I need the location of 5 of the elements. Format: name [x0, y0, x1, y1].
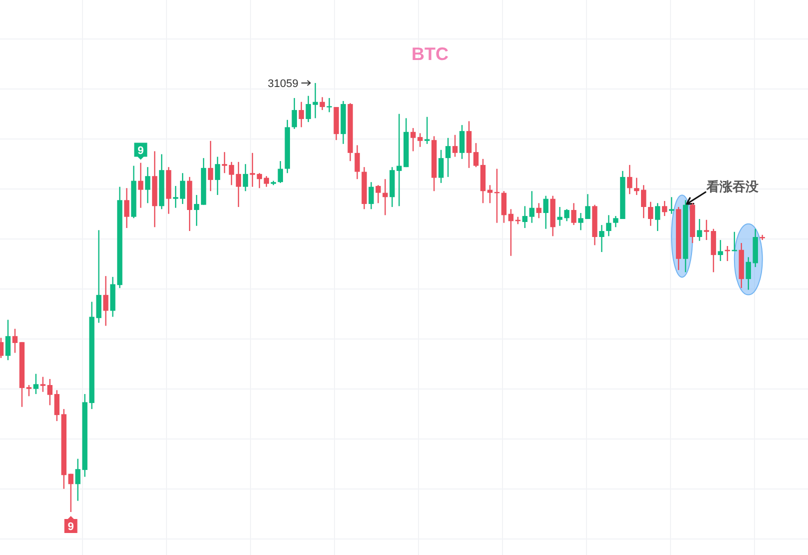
annotation: 看涨吞没 — [706, 179, 760, 194]
annotation: 9 — [138, 144, 144, 157]
annotation: 9 — [68, 521, 74, 533]
chart-title: BTC — [412, 44, 448, 64]
annotation: 31059 — [268, 78, 298, 90]
